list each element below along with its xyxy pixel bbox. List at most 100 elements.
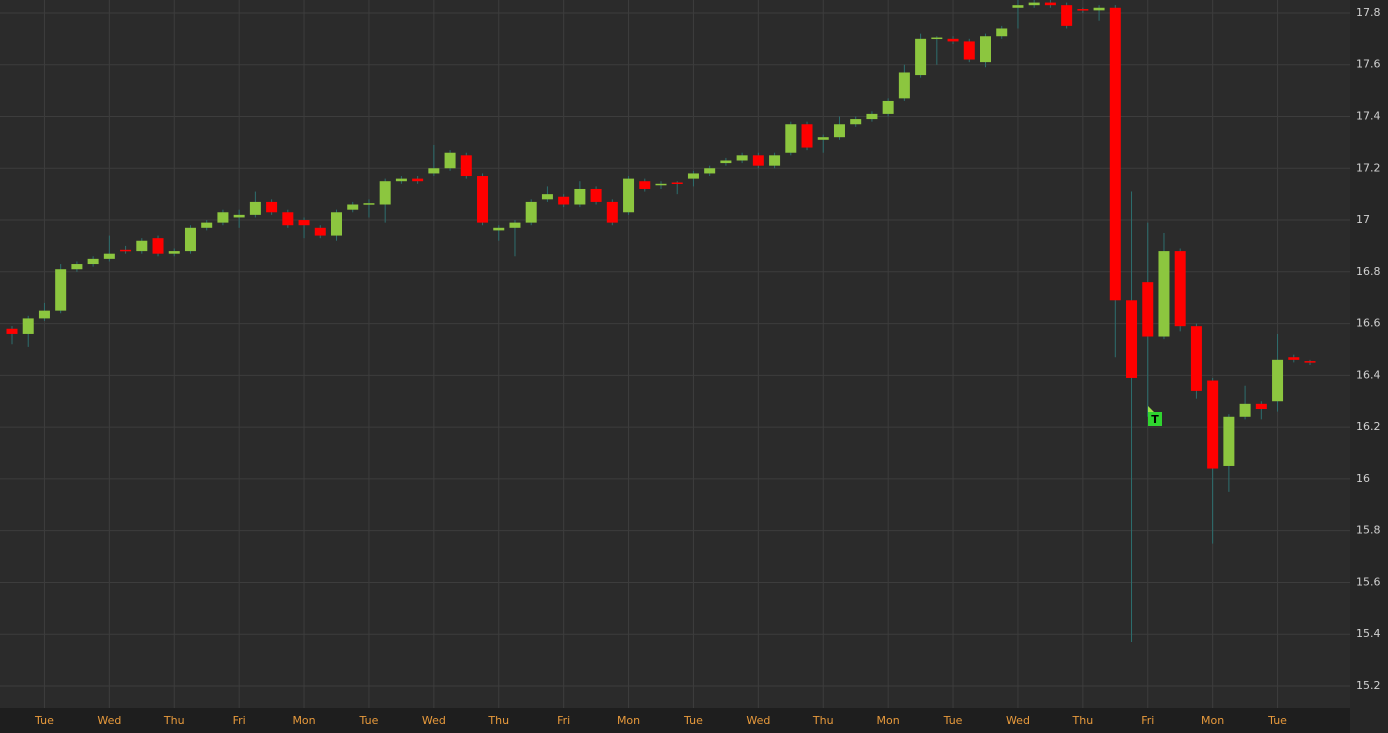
x-tick-label: Mon — [292, 714, 315, 727]
x-tick-label: Wed — [97, 714, 121, 727]
y-tick-label: 17.2 — [1356, 161, 1381, 174]
x-tick-label: Tue — [34, 714, 54, 727]
candle-body — [1142, 282, 1154, 337]
x-tick-label: Fri — [1141, 714, 1154, 727]
candle-body — [1304, 361, 1316, 363]
candle-body — [785, 124, 797, 153]
y-tick-label: 16.8 — [1356, 265, 1381, 278]
candle-body — [87, 258, 99, 265]
candle-body — [898, 72, 910, 99]
candle-body — [493, 227, 505, 231]
x-tick-label: Mon — [1201, 714, 1224, 727]
candle-body — [687, 173, 699, 179]
candle-body — [833, 124, 845, 138]
candle-body — [525, 201, 537, 223]
candle-body — [882, 100, 894, 114]
candle-body — [606, 201, 618, 223]
candle-body — [980, 36, 991, 63]
candle-body — [249, 201, 261, 215]
candle-body — [639, 181, 651, 189]
candle-body — [541, 194, 553, 200]
candle-body — [314, 227, 326, 236]
y-tick-label: 17.6 — [1356, 58, 1381, 71]
candle-body — [363, 203, 375, 205]
candle-body — [704, 168, 716, 174]
x-tick-label: Thu — [1072, 714, 1094, 727]
candle-body — [103, 253, 115, 259]
candle-body — [55, 269, 67, 311]
candle-body — [736, 155, 748, 161]
candle-body — [201, 222, 213, 228]
candle-body — [1288, 357, 1300, 360]
candle-body — [915, 38, 927, 76]
y-tick-label: 17.8 — [1356, 6, 1381, 19]
candle-body — [801, 124, 813, 148]
candle-body — [1061, 5, 1073, 26]
candle-body — [233, 214, 245, 218]
candle-body — [623, 178, 635, 213]
candle-body — [1190, 326, 1202, 391]
candle-body — [866, 113, 878, 120]
x-tick-label: Tue — [359, 714, 379, 727]
y-tick-label: 16.4 — [1356, 368, 1381, 381]
candle-body — [558, 196, 570, 205]
candle-body — [963, 41, 975, 60]
candle-body — [460, 155, 472, 177]
grid — [0, 0, 1350, 708]
candle-body — [671, 182, 683, 185]
x-tick-label: Wed — [1006, 714, 1030, 727]
candle-body — [168, 251, 180, 254]
candle-body — [184, 227, 196, 252]
candle-body — [71, 264, 83, 270]
candle-body — [266, 201, 278, 213]
x-tick-label: Thu — [163, 714, 185, 727]
candle-body — [395, 178, 407, 182]
x-tick-label: Tue — [943, 714, 963, 727]
candle-body — [379, 181, 391, 205]
candle-body — [574, 188, 586, 205]
y-axis-band — [1350, 0, 1388, 733]
x-tick-label: Mon — [877, 714, 900, 727]
marker-box — [1148, 412, 1162, 426]
y-tick-label: 16.6 — [1356, 317, 1381, 330]
candle-body — [931, 37, 943, 40]
candle-body — [1044, 2, 1056, 6]
candle-body — [509, 222, 521, 228]
candle-body — [1126, 300, 1138, 378]
marker-label: T — [1151, 413, 1159, 426]
candle-body — [136, 240, 148, 252]
y-tick-label: 17.4 — [1356, 109, 1381, 122]
candle-body — [1028, 2, 1040, 6]
x-axis-band — [0, 708, 1388, 733]
candle-body — [412, 178, 424, 182]
candle-body — [769, 155, 781, 166]
candle-body — [444, 152, 456, 169]
candle-body — [947, 38, 959, 42]
candle-body — [152, 238, 164, 254]
candle-body — [282, 212, 294, 226]
x-tick-label: Fri — [557, 714, 570, 727]
candle-body — [817, 137, 829, 140]
candle-body — [996, 28, 1008, 37]
candle-body — [217, 212, 229, 223]
candle-body — [347, 204, 359, 210]
x-tick-label: Thu — [812, 714, 834, 727]
candle-body — [1272, 359, 1284, 402]
candle-body — [1239, 403, 1251, 417]
candle-body — [752, 155, 764, 166]
y-tick-label: 16.2 — [1356, 420, 1381, 433]
candle-body — [1077, 9, 1089, 11]
candle-body — [331, 212, 342, 236]
candle-body — [655, 183, 667, 186]
y-tick-label: 15.2 — [1356, 679, 1381, 692]
x-tick-label: Mon — [617, 714, 640, 727]
candle-body — [850, 119, 862, 125]
candle-body — [298, 220, 310, 226]
candle-body — [1012, 5, 1024, 8]
y-tick-label: 15.6 — [1356, 575, 1381, 588]
candle-body — [38, 310, 50, 319]
y-tick-label: 17 — [1356, 213, 1370, 226]
candle-body — [1223, 416, 1235, 466]
